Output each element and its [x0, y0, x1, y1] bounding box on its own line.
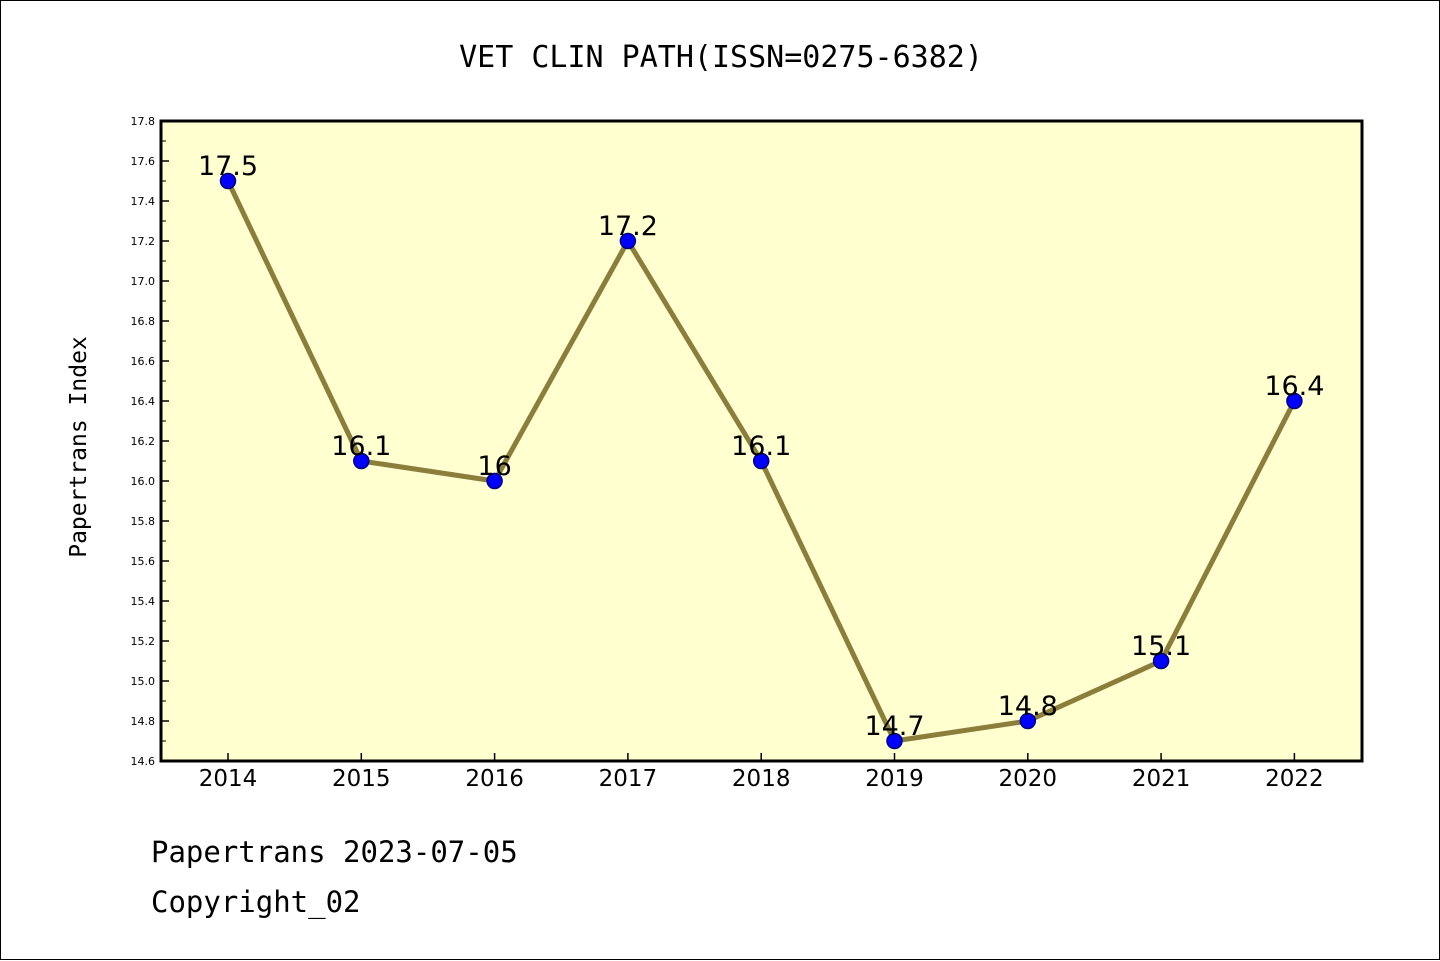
y-tick-label: 17.2	[131, 235, 156, 248]
data-label: 14.7	[864, 711, 924, 742]
x-axis: 2014 2015 2016 2017 2018 2019 2020 2021 2022	[199, 753, 1324, 792]
data-label: 15.1	[1131, 631, 1191, 662]
footer-copyright: Copyright_02	[151, 885, 361, 919]
data-point	[1286, 392, 1303, 410]
data-label: 16.1	[731, 431, 791, 462]
data-point	[619, 232, 637, 250]
y-tick-label: 15.2	[131, 635, 156, 648]
x-tick-label: 2019	[865, 766, 924, 792]
x-tick-label: 2014	[199, 766, 258, 792]
data-point	[353, 452, 370, 470]
data-point	[486, 472, 503, 490]
y-tick-label: 17.6	[131, 155, 156, 168]
y-tick-label: 15.8	[131, 515, 156, 528]
series-layer: 17.5 16.1 16 17.2 16.1 14.7 14.8 15.1 16.4	[198, 151, 1324, 750]
y-tick-label: 15.0	[131, 675, 156, 688]
data-label: 16.1	[331, 431, 391, 462]
y-tick-label: 16.6	[131, 355, 156, 368]
y-tick-label: 15.4	[131, 595, 156, 608]
y-tick-label: 17.8	[131, 115, 156, 128]
data-label: 14.8	[998, 691, 1058, 722]
data-label: 17.2	[598, 211, 658, 242]
data-point	[1152, 652, 1170, 670]
x-tick-label: 2018	[732, 766, 791, 792]
x-tick-label: 2021	[1132, 766, 1191, 792]
y-axis: 14.6 14.8 15.0 15.2 15.4 15.6 15.8 16.0 16.2 16.4…	[131, 115, 169, 768]
x-tick-label: 2020	[999, 766, 1058, 792]
y-tick-label: 14.8	[131, 715, 156, 728]
data-point	[219, 172, 237, 190]
chart-title: VET CLIN PATH(ISSN=0275-6382)	[459, 40, 983, 75]
data-point	[1019, 712, 1037, 730]
y-tick-label: 14.6	[131, 755, 156, 768]
data-label: 17.5	[198, 151, 258, 182]
footer-date: Papertrans 2023-07-05	[151, 835, 518, 869]
data-label: 16.4	[1264, 371, 1324, 402]
x-tick-label: 2016	[465, 766, 524, 792]
data-label: 16	[477, 451, 511, 482]
y-tick-label: 15.6	[131, 555, 156, 568]
y-tick-label: 16.4	[131, 395, 156, 408]
x-tick-label: 2015	[332, 766, 391, 792]
y-axis-label: Papertrans Index	[66, 336, 92, 558]
y-tick-label: 16.0	[131, 475, 156, 488]
y-tick-label: 16.8	[131, 315, 156, 328]
x-tick-label: 2017	[599, 766, 658, 792]
data-point	[886, 732, 903, 750]
x-tick-label: 2022	[1265, 766, 1324, 792]
y-tick-label: 16.2	[131, 435, 156, 448]
y-tick-label: 17.0	[131, 275, 156, 288]
y-tick-label: 17.4	[131, 195, 156, 208]
data-point	[752, 452, 770, 470]
